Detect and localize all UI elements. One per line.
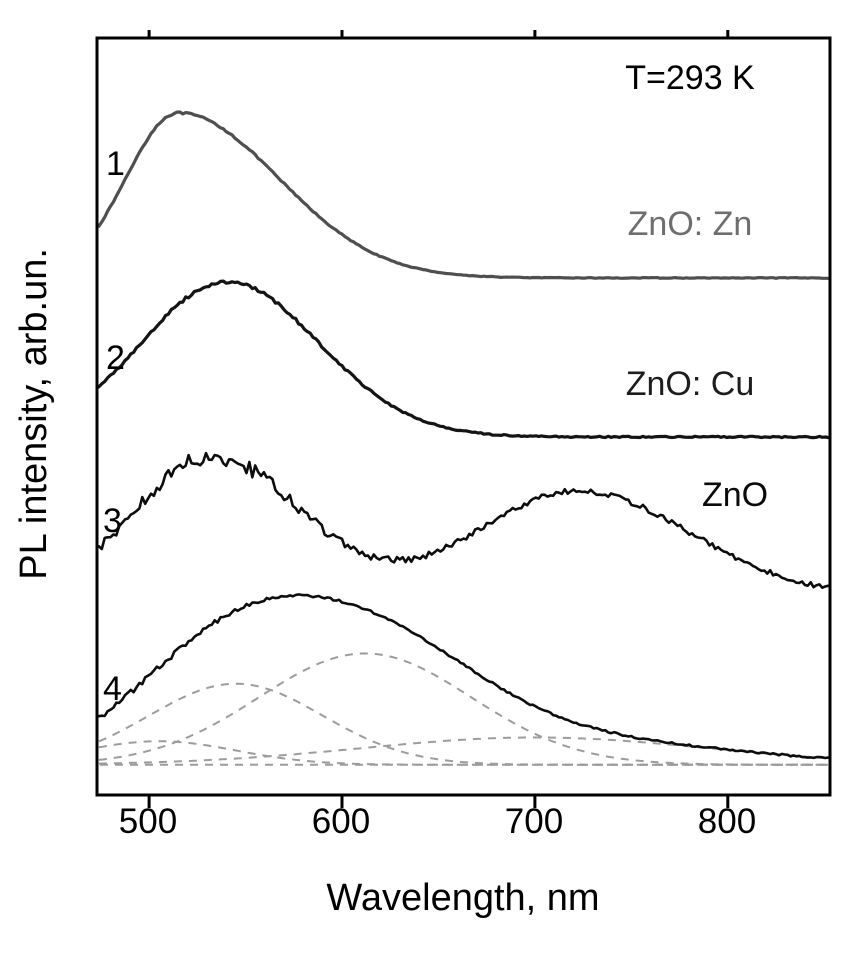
y-axis-title: PL intensity, arb.un. [13, 248, 56, 580]
x-axis-title: Wavelength, nm [326, 877, 600, 919]
series-label-zno-zn: ZnO: Zn [627, 205, 753, 243]
curve-number-3: 3 [103, 502, 122, 540]
curve-number-4: 4 [103, 670, 122, 708]
x-tick-label-600: 600 [311, 802, 371, 841]
curve-number-2: 2 [106, 339, 125, 377]
curve-number-1: 1 [106, 145, 125, 183]
series-label-zno-cu: ZnO: Cu [625, 365, 755, 403]
temperature-label: T=293 K [625, 59, 755, 97]
series-label-zno: ZnO [701, 476, 769, 514]
x-tick-label-500: 500 [118, 802, 178, 841]
x-tick-label-800: 800 [697, 802, 757, 841]
x-tick-label-700: 700 [504, 802, 564, 841]
